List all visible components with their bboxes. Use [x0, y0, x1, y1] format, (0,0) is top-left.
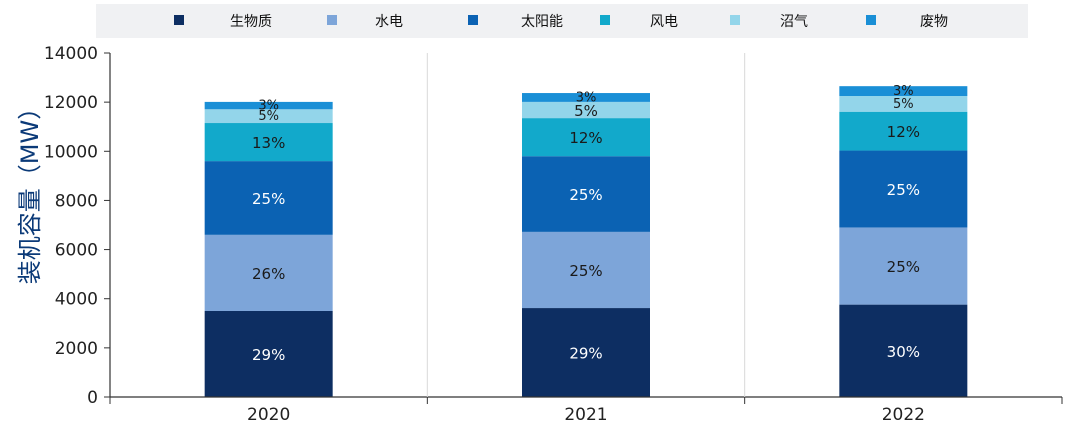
legend-label: 废物 — [920, 14, 948, 30]
bar-segment — [204, 101, 333, 110]
legend-label: 风电 — [650, 14, 678, 30]
bar-segment-label: 3% — [893, 84, 914, 99]
bar-segment-label: 25% — [569, 186, 602, 204]
legend-swatch — [730, 15, 740, 25]
y-tick-label: 12000 — [44, 93, 98, 113]
bar-segment-label: 29% — [252, 346, 285, 364]
x-tick-label: 2022 — [882, 405, 925, 425]
y-tick-label: 10000 — [44, 142, 98, 162]
bar-segment-label: 25% — [252, 190, 285, 208]
y-tick-label: 4000 — [55, 290, 98, 310]
bar-segment-label: 25% — [569, 262, 602, 280]
bar-segment — [522, 231, 650, 309]
bars: 29%26%25%13%5%3%29%25%25%12%5%3%30%25%25… — [204, 84, 968, 397]
bar-segment — [204, 123, 333, 162]
bar-segment — [839, 96, 968, 112]
y-tick-label: 6000 — [55, 241, 98, 261]
x-tick-label: 2020 — [247, 405, 290, 425]
bar-segment — [522, 118, 650, 157]
bar-segment — [522, 93, 650, 102]
legend-swatch — [600, 15, 610, 25]
legend: 生物质 水电 太阳能 风电 沼气 废物 — [96, 4, 1028, 38]
y-tick-label: 2000 — [55, 339, 98, 359]
bar-segment-label: 5% — [258, 109, 279, 124]
x-tick-label: 2021 — [564, 405, 607, 425]
legend-swatch — [174, 15, 184, 25]
bar-segment-label: 3% — [258, 99, 279, 114]
bar-segment-label: 5% — [893, 97, 914, 112]
bar-segment-label: 12% — [887, 123, 920, 141]
y-tick-label: 0 — [87, 388, 98, 408]
legend-swatch — [327, 15, 337, 25]
bar-segment-label: 25% — [887, 258, 920, 276]
bar-segment — [522, 101, 650, 119]
bar-segment-label: 5% — [574, 102, 598, 120]
legend-label: 生物质 — [230, 14, 272, 30]
bar-segment — [522, 156, 650, 232]
bar-segment-label: 13% — [252, 134, 285, 152]
bar-segment — [204, 311, 333, 397]
bar-segment-label: 25% — [887, 181, 920, 199]
bar-segment-label: 29% — [569, 345, 602, 363]
y-tick-label: 14000 — [44, 44, 98, 64]
bar-segment — [839, 111, 968, 151]
bar-segment — [839, 304, 968, 397]
x-axis: 2020 2021 2022 — [109, 53, 1063, 425]
bar-segment-label: 3% — [576, 90, 597, 105]
legend-swatch — [468, 15, 478, 25]
y-tick-label: 8000 — [55, 191, 98, 211]
bar-segment — [204, 234, 333, 311]
bar-segment — [839, 150, 968, 228]
bar-segment — [839, 227, 968, 305]
legend-swatch — [866, 15, 876, 25]
bar-segment — [839, 86, 968, 96]
bar-segment-label: 26% — [252, 265, 285, 283]
bar-segment — [522, 308, 650, 397]
bar-segment — [204, 109, 333, 124]
legend-label: 沼气 — [780, 14, 808, 30]
bar-segment-label: 12% — [569, 129, 602, 147]
y-axis-label: 装机容量（MW） — [16, 96, 44, 284]
legend-label: 水电 — [375, 14, 403, 30]
bar-segment — [204, 161, 333, 235]
bar-segment-label: 30% — [887, 343, 920, 361]
y-axis: 0 2000 4000 6000 8000 10000 12000 14000 — [44, 44, 111, 408]
legend-label: 太阳能 — [521, 14, 563, 30]
